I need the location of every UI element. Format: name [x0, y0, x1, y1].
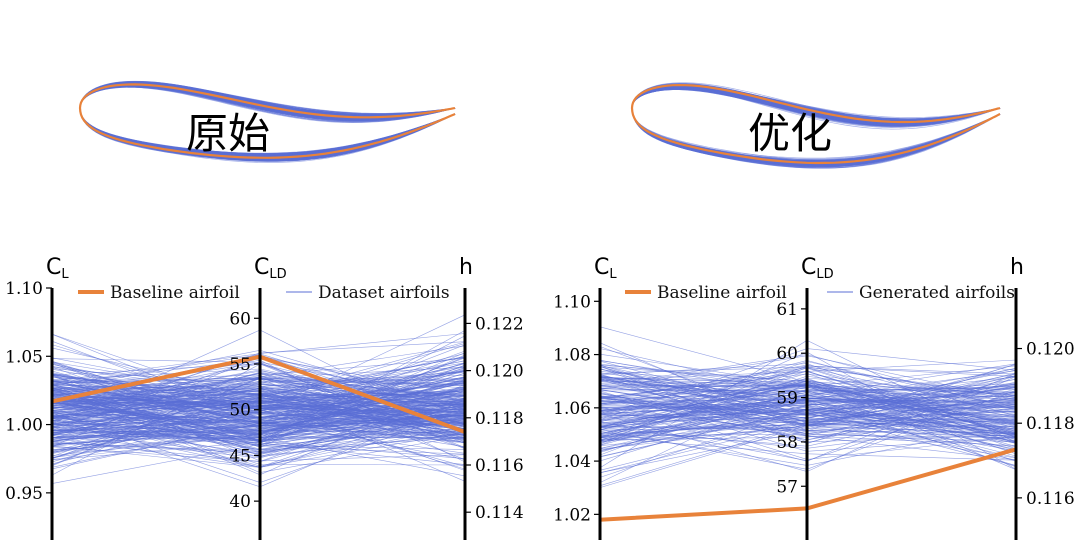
parallel-coordinates-original: CL1.10 1.05 1.00 0.95 CLD 60 55 50 45 40 h 0.122 0.1…: [5, 255, 524, 540]
legend: Baseline airfoil Dataset airfoils: [78, 283, 450, 303]
baseline-outline: [78, 83, 456, 159]
tick-label: 1.10: [5, 279, 43, 299]
tick-label: 60: [776, 344, 798, 364]
tick-label: 50: [229, 401, 251, 421]
legend-label: Generated airfoils: [859, 283, 1015, 303]
legend-label: Dataset airfoils: [318, 283, 450, 303]
tick-label: 1.06: [553, 399, 591, 419]
tick-label: 61: [776, 300, 798, 320]
tick-label: 0.120: [475, 362, 524, 382]
tick-label: 57: [776, 477, 798, 497]
baseline-airfoil-outline: [630, 83, 1001, 165]
tick-label: 0.118: [1026, 414, 1075, 434]
axis-title: h: [1010, 255, 1024, 280]
axis-title: CLD: [801, 255, 834, 282]
tick-label: 0.116: [1026, 489, 1075, 509]
tick-label: 1.00: [5, 416, 43, 436]
tick-label: 1.08: [553, 346, 591, 366]
tick-label: 58: [776, 433, 798, 453]
panel-label-original: 原始: [186, 109, 270, 158]
tick-label: 1.04: [553, 452, 591, 472]
airfoil-panel-optimized: 优化: [630, 82, 1001, 169]
legend-label: Baseline airfoil: [657, 283, 787, 303]
tick-label: 55: [229, 355, 251, 375]
axis-title: CLD: [254, 255, 287, 282]
legend-label: Baseline airfoil: [110, 283, 240, 303]
legend: Baseline airfoil Generated airfoils: [625, 283, 1015, 303]
tick-label: 40: [229, 492, 251, 512]
tick-label: 0.118: [475, 409, 524, 429]
tick-label: 1.10: [553, 292, 591, 312]
tick-label: 1.02: [553, 505, 591, 525]
tick-label: 0.116: [475, 456, 524, 476]
tick-label: 1.05: [5, 347, 43, 367]
axes: CL1.10 1.05 1.00 0.95 CLD 60 55 50 45 40 h 0.122 0.1…: [5, 255, 524, 540]
axis-title: CL: [46, 255, 69, 282]
tick-label: 60: [229, 309, 251, 329]
tick-label: 59: [776, 389, 798, 409]
tick-label: 0.114: [475, 503, 524, 523]
tick-label: 0.120: [1026, 340, 1075, 360]
airfoil-panel-original: 原始: [78, 80, 456, 163]
axis-title: CL: [594, 255, 617, 282]
panel-label-optimized: 优化: [748, 109, 832, 158]
axis-title: h: [459, 255, 473, 280]
tick-label: 0.122: [475, 314, 524, 334]
tick-label: 45: [229, 446, 251, 466]
baseline-airfoil-outline: [78, 83, 456, 159]
baseline-outline: [630, 83, 1001, 165]
tick-label: 0.95: [5, 484, 43, 504]
